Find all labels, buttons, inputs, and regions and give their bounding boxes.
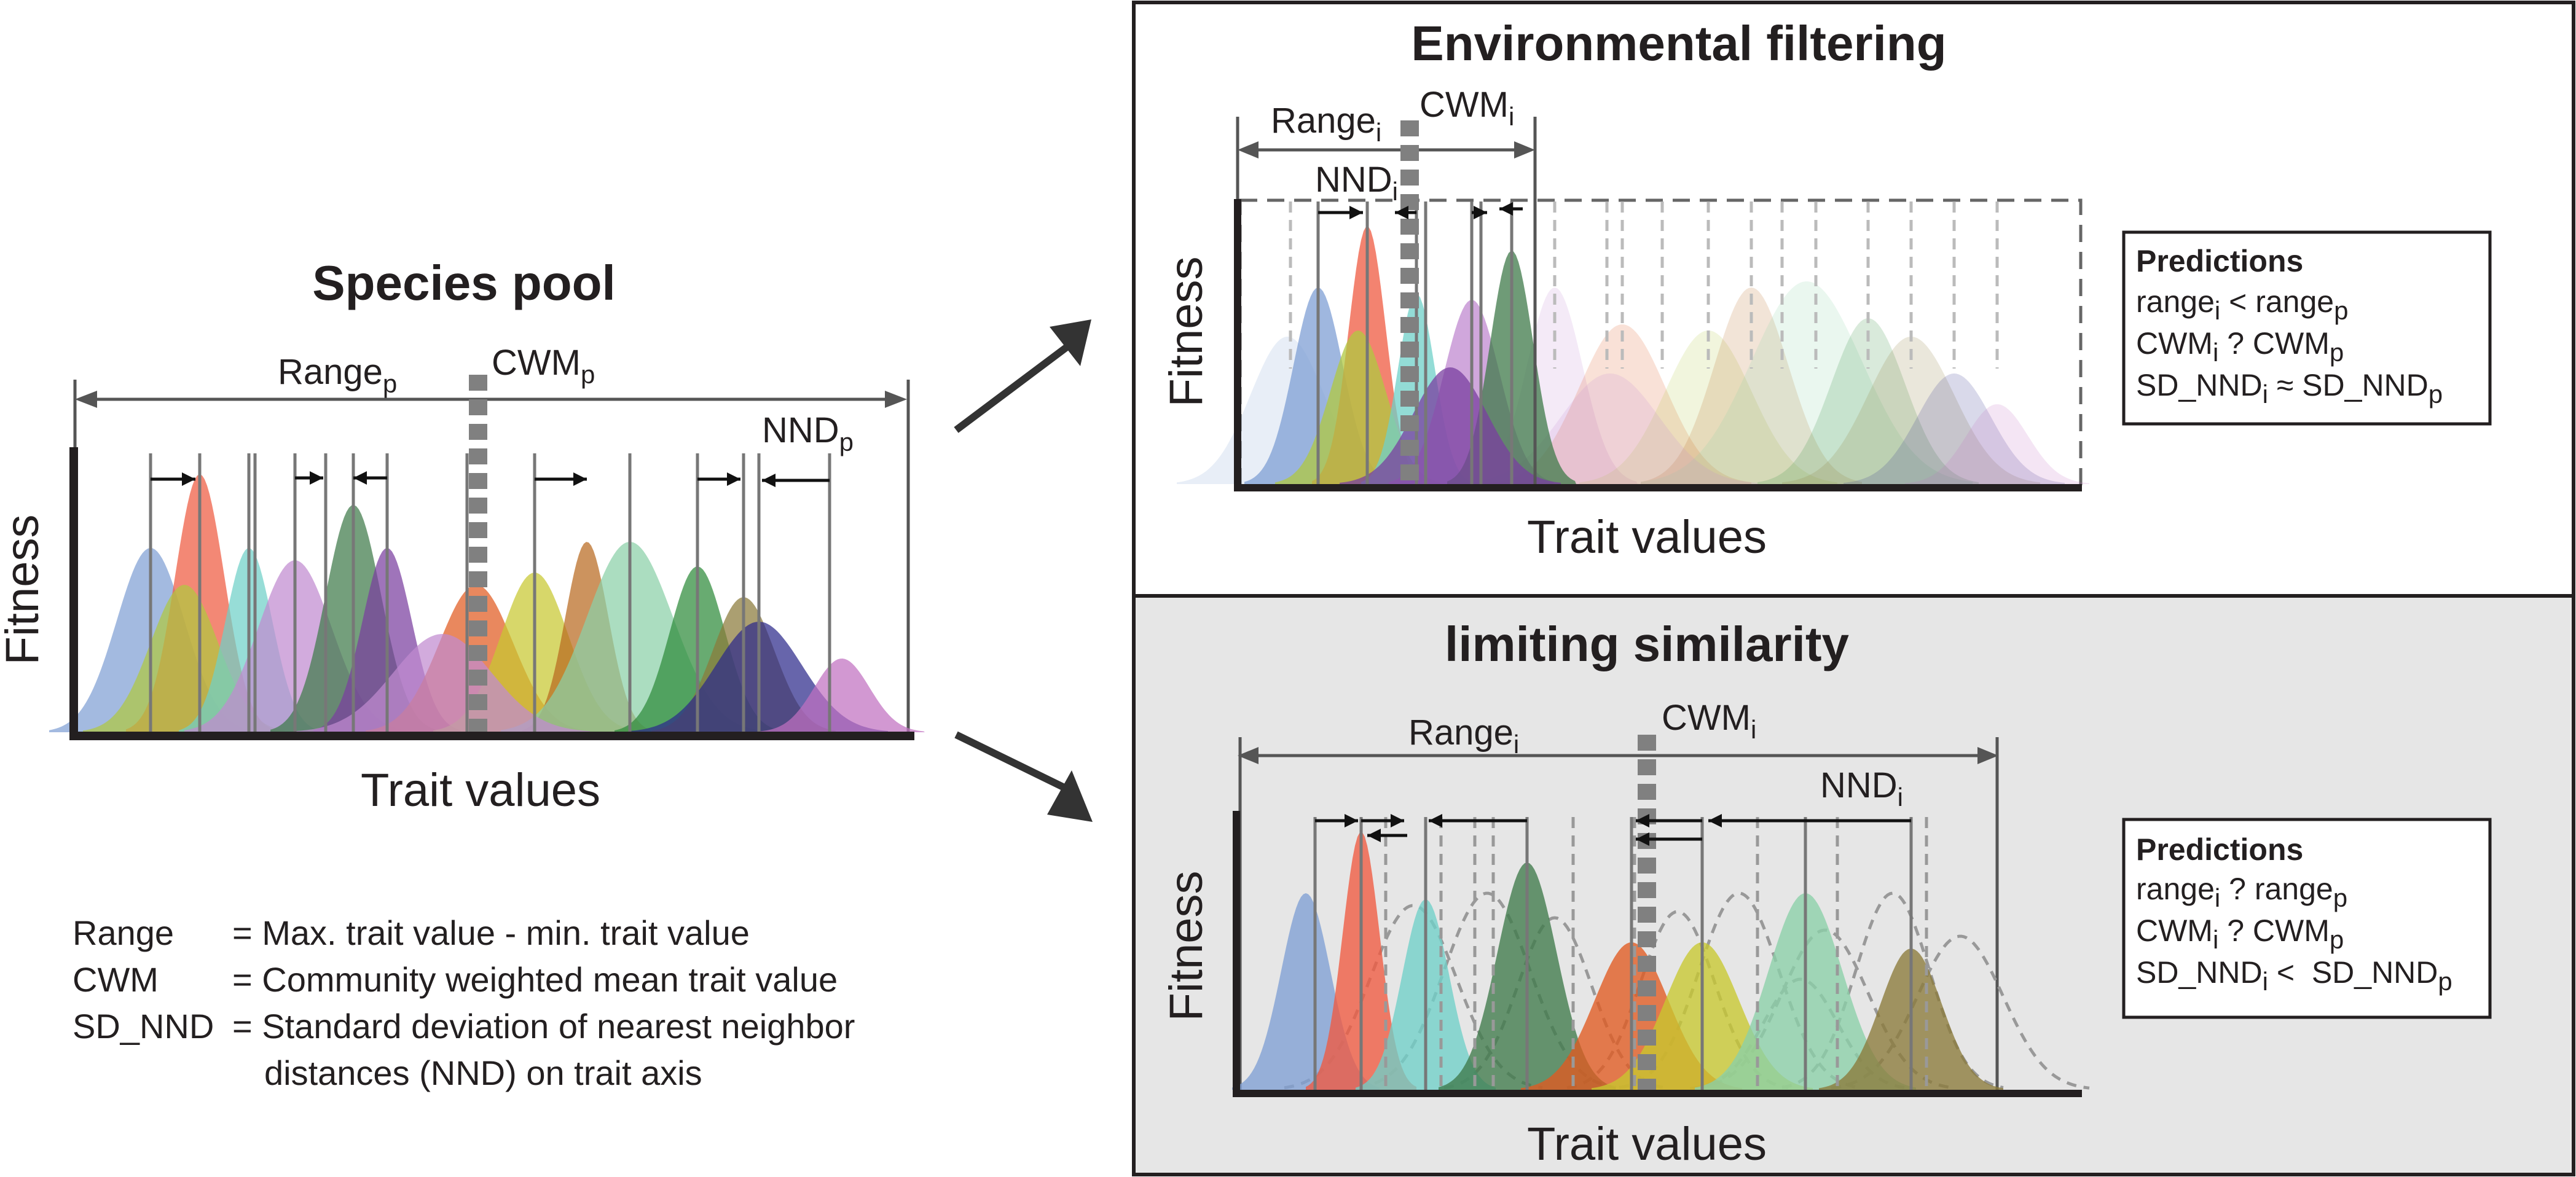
env-prediction-cwm: CWMi ? CWMp bbox=[2136, 326, 2344, 367]
lim-predictions-heading: Predictions bbox=[2136, 832, 2303, 867]
env-predictions-box: Predictions rangei < rangep CWMi ? CWMp … bbox=[2122, 230, 2492, 426]
arrowhead-to-limiting-similarity bbox=[1047, 770, 1093, 822]
pool-nnd-label: NNDp bbox=[762, 410, 854, 456]
env-excluded-curve-8 bbox=[1905, 404, 2089, 484]
legend-def-range: = Max. trait value - min. trait value bbox=[232, 913, 750, 952]
species-pool-panel: Species pool Rangep CWMp NNDp Trait valu… bbox=[0, 256, 925, 816]
arrow-to-env-filtering bbox=[954, 342, 1072, 433]
pool-nnd-arrow-2-head bbox=[310, 471, 323, 485]
env-x-label: Trait values bbox=[1527, 511, 1767, 563]
lim-species-ticks bbox=[1313, 817, 1928, 1090]
pool-x-label: Trait values bbox=[361, 764, 600, 816]
env-excluded-curve-4 bbox=[1641, 281, 1973, 484]
pool-nnd-arrow-5-head bbox=[762, 474, 776, 487]
pool-nnd-arrows bbox=[151, 471, 830, 487]
env-y-label: Fitness bbox=[1160, 257, 1212, 407]
env-excluded-curve-3 bbox=[1641, 287, 1862, 484]
pool-nnd-arrow-4-head bbox=[727, 472, 740, 486]
env-prediction-sdnnd: SD_NNDi ≈ SD_NNDp bbox=[2136, 368, 2443, 409]
pool-range-arrowhead-right bbox=[885, 391, 907, 408]
env-nnd-label: NNDi bbox=[1315, 160, 1398, 206]
env-excluded-curve-5 bbox=[1757, 318, 1979, 484]
legend-def-sdnnd-cont: distances (NND) on trait axis bbox=[264, 1054, 702, 1092]
env-predictions-frame bbox=[2122, 230, 2492, 426]
lim-y-label: Fitness bbox=[1160, 871, 1212, 1022]
lim-range-label: Rangei bbox=[1408, 713, 1519, 759]
lim-range-arrowhead-left bbox=[1238, 747, 1259, 764]
env-nnd-arrows bbox=[1318, 202, 1523, 219]
lim-predictions-frame bbox=[2122, 818, 2492, 1019]
lim-predictions-box: Predictions rangei ? rangep CWMi ? CWMp … bbox=[2122, 818, 2492, 1019]
legend-def-cwm: = Community weighted mean trait value bbox=[232, 960, 838, 999]
lim-prediction-sdnnd: SD_NNDi < SD_NNDp bbox=[2136, 955, 2452, 996]
lim-nnd-label: NNDi bbox=[1820, 765, 1903, 811]
env-cwm-label: CWMi bbox=[1420, 85, 1514, 131]
pool-nnd-arrow-1-head bbox=[353, 471, 367, 485]
pool-cwm-label: CWMp bbox=[492, 343, 595, 389]
pool-species-curve-14 bbox=[759, 659, 925, 732]
pool-range-arrowhead-left bbox=[75, 391, 97, 408]
arrow-to-limiting-similarity bbox=[954, 731, 1071, 794]
environmental-filtering-panel: Environmental filtering Rangei CWMi NNDi… bbox=[1132, 1, 2575, 598]
lim-nnd-arrow-3-head bbox=[1367, 829, 1381, 842]
lim-nnd-arrow-6-head bbox=[1708, 814, 1722, 827]
lim-nnd-arrows bbox=[1315, 814, 1911, 846]
env-prediction-range: rangei < rangep bbox=[2136, 284, 2348, 325]
limiting-similarity-panel: limiting similarity Rangei CWMi NNDi Tra… bbox=[1132, 594, 2575, 1176]
env-range-arrowhead-left bbox=[1238, 141, 1259, 158]
env-range-arrowhead-right bbox=[1514, 141, 1535, 158]
lim-range-arrowhead-right bbox=[1977, 747, 1998, 764]
lim-x-label: Trait values bbox=[1527, 1118, 1767, 1170]
pool-nnd-arrow-3-head bbox=[573, 472, 587, 486]
lim-prediction-range: rangei ? rangep bbox=[2136, 872, 2347, 912]
pool-y-label: Fitness bbox=[0, 515, 49, 665]
lim-nnd-arrow-0-head bbox=[1345, 814, 1358, 827]
env-nnd-arrow-3-head bbox=[1499, 202, 1513, 216]
env-nnd-arrow-1-head bbox=[1395, 206, 1408, 219]
legend-def-sdnnd: = Standard deviation of nearest neighbor bbox=[232, 1007, 855, 1046]
lim-title: limiting similarity bbox=[1445, 617, 1849, 671]
legend-term-range: Range bbox=[73, 913, 174, 952]
pool-nnd-arrow-0-head bbox=[182, 472, 195, 486]
lim-nnd-arrow-5-head bbox=[1636, 832, 1649, 846]
lim-cwm-label: CWMi bbox=[1662, 698, 1756, 744]
lim-nnd-arrow-4-head bbox=[1636, 814, 1649, 827]
transition-arrows bbox=[954, 319, 1093, 822]
pool-species-curves bbox=[49, 453, 925, 732]
arrowhead-to-env-filtering bbox=[1050, 319, 1091, 366]
env-nnd-arrow-2-head bbox=[1474, 206, 1487, 219]
legend-term-sdnnd: SD_NND bbox=[73, 1007, 214, 1046]
env-excluded-curve-6 bbox=[1782, 337, 2040, 484]
env-predictions-heading: Predictions bbox=[2136, 244, 2303, 278]
lim-excluded-curve-7 bbox=[1831, 934, 2090, 1090]
pool-range-label: Rangep bbox=[278, 352, 397, 398]
env-range-label: Rangei bbox=[1271, 101, 1381, 147]
species-pool-title: Species pool bbox=[312, 256, 615, 310]
lim-prediction-cwm: CWMi ? CWMp bbox=[2136, 913, 2344, 954]
env-title: Environmental filtering bbox=[1411, 16, 1946, 71]
env-nnd-arrow-0-head bbox=[1349, 206, 1363, 219]
legend-term-cwm: CWM bbox=[73, 960, 159, 999]
env-excluded-curve-7 bbox=[1844, 373, 2065, 484]
env-excluded-curve-2 bbox=[1579, 330, 1837, 484]
env-excluded-curve-1 bbox=[1493, 324, 1751, 484]
pool-species-curve-15 bbox=[295, 634, 590, 732]
env-species-curve-6 bbox=[1340, 367, 1561, 484]
lim-nnd-arrow-2-head bbox=[1429, 814, 1442, 827]
definitions-legend: Range = Max. trait value - min. trait va… bbox=[73, 913, 855, 1092]
lim-nnd-arrow-1-head bbox=[1391, 814, 1404, 827]
